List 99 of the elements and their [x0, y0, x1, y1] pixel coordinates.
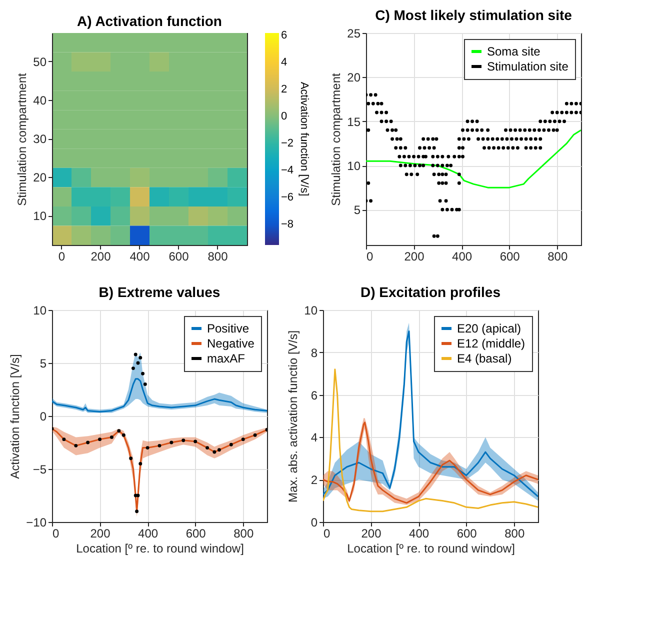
y-tick-label: 0	[40, 410, 47, 424]
y-axis-title: Max. abs. activation functio [V/s]	[286, 330, 300, 503]
line-series	[366, 129, 581, 188]
y-tick-label: 50	[33, 54, 47, 69]
point	[143, 382, 147, 386]
x-tick-label: 0	[324, 526, 330, 540]
point	[253, 433, 257, 437]
point	[129, 456, 133, 460]
point	[158, 444, 162, 448]
y-tick-label: 40	[33, 93, 47, 108]
legend-label: E4 (basal)	[457, 352, 512, 366]
point	[206, 446, 210, 450]
point	[117, 429, 121, 433]
y-tick-label: 8	[310, 346, 318, 360]
legend-label: Stimulation site	[487, 60, 569, 74]
legend-label: E12 (middle)	[457, 336, 526, 350]
x-tick-label: 800	[548, 250, 568, 264]
point	[122, 433, 126, 437]
x-tick-label: 0	[366, 250, 374, 264]
x-tick-label: 400	[409, 526, 430, 540]
point	[170, 440, 174, 444]
x-tick-label: 600	[500, 250, 520, 264]
color-bar-label: 0	[281, 110, 288, 123]
y-axis-title: Stimulation compartment	[329, 72, 344, 206]
point	[146, 446, 150, 450]
color-bar-label: −6	[281, 192, 294, 204]
y-tick-label: 25	[347, 26, 361, 40]
legend-label: Negative	[207, 336, 255, 350]
x-tick-label: 600	[456, 526, 478, 540]
color-bar-label: −2	[281, 138, 294, 150]
x-tick-label: 800	[504, 526, 525, 540]
chart-title: D) Excitation profiles	[360, 284, 501, 300]
point	[217, 448, 221, 452]
legend-label: E20 (apical)	[457, 322, 522, 336]
chart-title: C) Most likely stimulation site	[375, 7, 572, 23]
y-tick-label: 15	[347, 114, 361, 129]
point	[138, 462, 142, 466]
color-bar-label: 2	[281, 84, 288, 96]
x-tick-label: 600	[186, 526, 206, 540]
color-bar-label: 6	[281, 30, 288, 42]
legend-label: maxAF	[207, 352, 246, 366]
x-tick-label: 400	[452, 250, 472, 264]
x-tick-label: 800	[208, 250, 228, 264]
x-tick-label: 200	[90, 250, 112, 264]
y-tick-label: 5	[40, 356, 47, 370]
point	[110, 435, 114, 439]
x-tick-label: 800	[234, 526, 254, 540]
y-axis-title: Activation function [V/s]	[8, 354, 22, 479]
point	[86, 440, 90, 444]
y-tick-label: 5	[354, 203, 361, 218]
y-tick-label: 10	[304, 304, 318, 318]
color-bar-label: 4	[281, 56, 288, 69]
point	[194, 440, 198, 444]
line-series	[52, 378, 267, 413]
y-tick-label: 10	[33, 304, 47, 318]
y-tick-label: 20	[33, 170, 47, 185]
color-bar-label: −4	[281, 164, 294, 177]
chart-title: B) Extreme values	[98, 284, 220, 300]
x-tick-label: 200	[404, 250, 425, 264]
y-tick-label: 6	[310, 388, 318, 402]
y-tick-label: 20	[347, 70, 361, 85]
point	[241, 438, 245, 442]
y-tick-label: 10	[347, 159, 361, 173]
x-tick-label: 400	[130, 250, 150, 264]
legend-label: Positive	[207, 322, 250, 336]
x-tick-label: 200	[361, 526, 382, 540]
y-tick-label: 4	[310, 430, 318, 445]
x-axis-title: Location [º re. to round window]	[347, 542, 515, 556]
point	[138, 356, 142, 360]
point	[136, 494, 140, 498]
y-tick-label: 10	[33, 209, 47, 224]
line-series	[323, 368, 538, 512]
color-bar-title: Activation function [V/s]	[298, 82, 310, 196]
y-tick-label: 30	[33, 132, 47, 146]
point	[136, 361, 140, 365]
x-tick-label: 200	[90, 526, 111, 540]
point	[62, 438, 66, 442]
y-tick-label: −10	[26, 516, 47, 530]
y-tick-label: 2	[310, 473, 318, 488]
point	[182, 438, 186, 442]
point	[212, 450, 216, 454]
chart-title: A) Activation function	[77, 13, 222, 29]
point	[229, 442, 233, 446]
x-tick-label: 600	[168, 250, 190, 264]
x-tick-label: 0	[52, 526, 60, 540]
y-tick-label: −5	[32, 462, 47, 476]
legend-label: Soma site	[487, 44, 541, 58]
x-axis-title: Location [º re. to round window]	[76, 542, 244, 556]
point	[135, 510, 139, 514]
x-tick-label: 400	[138, 526, 158, 540]
x-tick-label: 0	[58, 250, 66, 264]
color-bar-label: −8	[281, 218, 294, 231]
point	[141, 372, 145, 376]
point	[134, 352, 138, 356]
y-axis-title: Stimulation compartment	[15, 72, 30, 206]
point	[131, 366, 135, 370]
point	[74, 444, 78, 448]
point	[98, 438, 102, 442]
y-tick-label: 0	[310, 516, 318, 530]
